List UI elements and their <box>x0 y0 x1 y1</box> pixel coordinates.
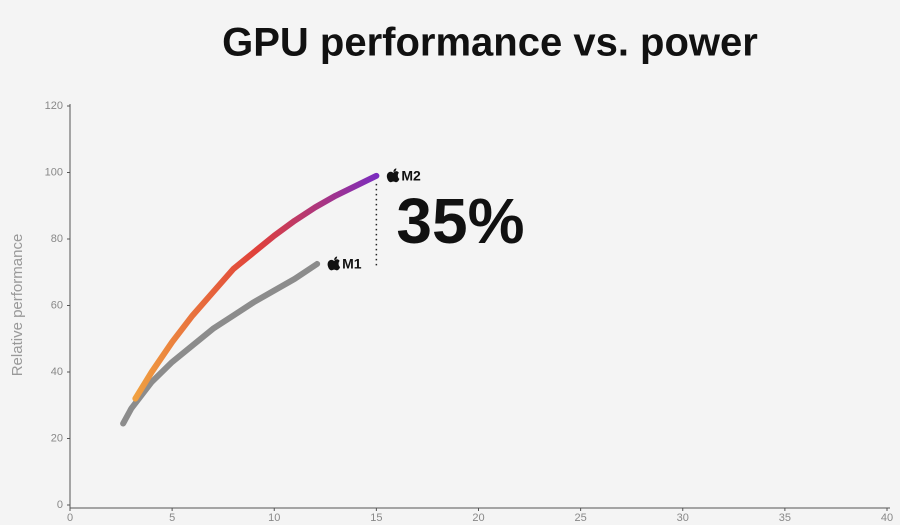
y-tick-label: 80 <box>51 233 63 245</box>
series-label-group: M1 <box>327 256 362 272</box>
x-tick-label: 25 <box>575 512 587 524</box>
y-tick-label: 100 <box>45 166 63 178</box>
x-tick-label: 35 <box>779 512 791 524</box>
y-tick-label: 0 <box>57 499 63 511</box>
x-tick-label: 10 <box>268 512 280 524</box>
y-tick-label: 40 <box>51 366 63 378</box>
y-tick-label: 120 <box>45 100 63 112</box>
y-tick-label: 20 <box>51 432 63 444</box>
x-tick-label: 0 <box>67 512 73 524</box>
apple-logo <box>386 168 400 183</box>
annotation: 35% <box>396 185 524 257</box>
series-line <box>132 172 380 402</box>
series-label-group: M2 <box>386 168 421 184</box>
series-label: M2 <box>401 168 421 184</box>
chart-title: GPU performance vs. power <box>222 21 758 65</box>
y-axis-label: Relative performance <box>9 234 26 377</box>
apple-logo <box>327 256 341 271</box>
series-label: M1 <box>342 256 362 272</box>
y-tick-label: 60 <box>51 299 63 311</box>
series-line <box>120 260 321 427</box>
x-tick-label: 30 <box>677 512 689 524</box>
x-tick-label: 15 <box>370 512 382 524</box>
x-tick-label: 5 <box>169 512 175 524</box>
x-tick-label: 40 <box>881 512 893 524</box>
x-tick-label: 20 <box>472 512 484 524</box>
